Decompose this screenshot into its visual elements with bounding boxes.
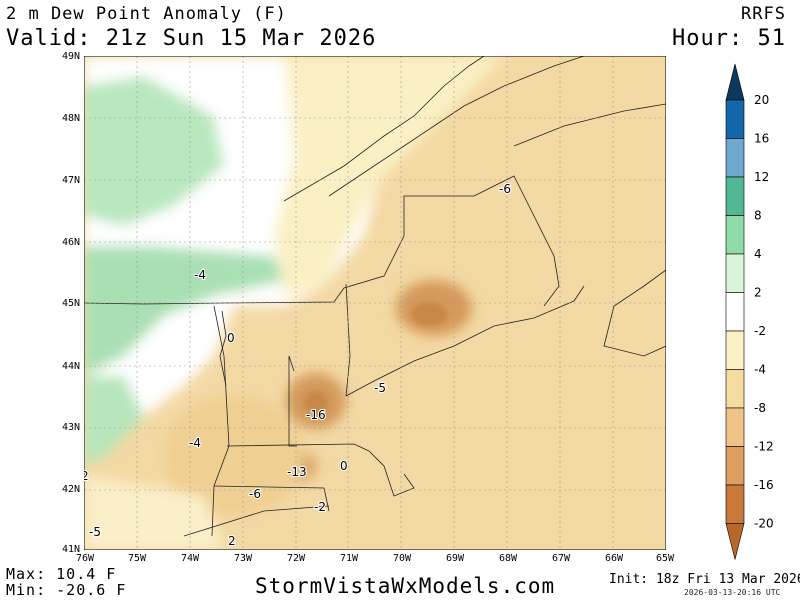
- lat-label: 49N: [61, 51, 80, 62]
- st-lawrence-shore-north: [283, 56, 485, 202]
- nh-me-border: [345, 283, 351, 397]
- gaspe-coast: [513, 103, 666, 147]
- contour-label: -4: [194, 268, 206, 282]
- legend-tick-label: 4: [754, 247, 762, 261]
- lon-label: 68W: [499, 553, 518, 564]
- contour-label: -5: [89, 525, 101, 539]
- long-island: [183, 505, 330, 537]
- legend-tick-label: 8: [754, 209, 762, 223]
- contour-label: 2: [228, 534, 236, 548]
- contour-label: -13: [287, 465, 307, 479]
- dry-core-maine: [411, 302, 447, 326]
- legend-tick-label: 12: [754, 170, 769, 184]
- legend-tick-label: -4: [754, 363, 766, 377]
- lake-champlain: [219, 310, 227, 387]
- valid-time: Valid: 21z Sun 15 Mar 2026: [6, 26, 377, 51]
- lat-label: 46N: [61, 237, 80, 248]
- lon-label: 74W: [181, 553, 200, 564]
- moist-region-north: [84, 76, 224, 226]
- contour-label: -5: [374, 381, 386, 395]
- lon-label: 71W: [340, 553, 359, 564]
- max-value: Max: 10.4 F: [6, 565, 117, 583]
- lon-label: 65W: [656, 553, 675, 564]
- legend-swatch: [725, 446, 745, 486]
- legend-swatch: [725, 138, 745, 178]
- legend-tick-label: 2: [754, 286, 762, 300]
- lon-label: 66W: [605, 553, 624, 564]
- ct-ri-border: [213, 485, 330, 512]
- moist-region-west: [84, 246, 284, 376]
- legend-swatch: [725, 176, 745, 216]
- legend-swatch: [725, 369, 745, 409]
- lat-label: 48N: [61, 113, 80, 124]
- lon-label: 70W: [393, 553, 412, 564]
- legend-tick-label: -2: [754, 324, 766, 338]
- forecast-hour: Hour: 51: [672, 26, 786, 51]
- dry-core-nh: [304, 391, 328, 413]
- contour-label: -6: [249, 487, 261, 501]
- contour-label: 0: [227, 331, 235, 345]
- contour-label: -6: [499, 182, 511, 196]
- dew-point-anomaly-map: -6 -4 0 -5 -16 -4 -13 0 -6 -2 2 2 -5: [84, 56, 666, 550]
- lon-label: 67W: [552, 553, 571, 564]
- dry-region-ny: [164, 396, 304, 516]
- nova-scotia-coast: [603, 269, 666, 357]
- contour-label: -2: [314, 500, 326, 514]
- ma-border: [226, 443, 370, 452]
- lon-label: 76W: [76, 553, 95, 564]
- legend-tick-label: 20: [754, 93, 769, 107]
- color-legend: 20 16 12 8 4 2 -2 -4 -8 -12 -16 -20: [725, 63, 774, 560]
- legend-tick-label: 16: [754, 132, 769, 146]
- lat-label: 41N: [61, 544, 80, 555]
- legend-swatch: [725, 215, 745, 255]
- contour-label: -4: [189, 436, 201, 450]
- legend-swatch: [725, 484, 745, 524]
- lat-label: 43N: [61, 422, 80, 433]
- legend-swatch: [725, 330, 745, 370]
- min-value: Min: -20.6 F: [6, 581, 127, 599]
- moist-region-southwest: [84, 376, 144, 466]
- lon-label: 72W: [287, 553, 306, 564]
- lat-label: 44N: [61, 361, 80, 372]
- legend-arrow-top: [725, 63, 745, 101]
- legend-swatch: [725, 253, 745, 293]
- cream-region: [274, 56, 504, 296]
- legend-tick-label: -8: [754, 401, 766, 415]
- map-title: 2 m Dew Point Anomaly (F): [6, 4, 287, 24]
- st-lawrence-shore-south: [328, 56, 585, 197]
- legend-tick-label: -16: [754, 478, 774, 492]
- cape-cod: [368, 450, 415, 497]
- ny-border: [211, 305, 230, 537]
- generated-timestamp: 2026-03-13-20:16 UTC: [684, 588, 781, 597]
- contour-label: 2: [84, 469, 89, 483]
- lon-label: 75W: [128, 553, 147, 564]
- lat-label: 42N: [61, 484, 80, 495]
- legend-arrow-bottom: [725, 523, 745, 560]
- legend-swatch: [725, 99, 745, 139]
- legend-swatch: [725, 292, 745, 332]
- lon-label: 69W: [446, 553, 465, 564]
- site-watermark: StormVistaWxModels.com: [255, 574, 556, 598]
- lon-label: 73W: [234, 553, 253, 564]
- legend-tick-label: -12: [754, 440, 774, 454]
- vt-nh-border: [288, 355, 297, 447]
- contour-label: 0: [340, 459, 348, 473]
- legend-swatch: [725, 407, 745, 447]
- legend-tick-label: -20: [754, 517, 774, 531]
- init-time: Init: 18z Fri 13 Mar 2026: [609, 572, 800, 587]
- lat-label: 47N: [61, 175, 80, 186]
- contour-label: -16: [306, 408, 326, 422]
- maine-coast: [345, 285, 585, 397]
- pale-region-southwest: [84, 476, 224, 550]
- model-name: RRFS: [741, 4, 786, 24]
- lat-label: 45N: [61, 298, 80, 309]
